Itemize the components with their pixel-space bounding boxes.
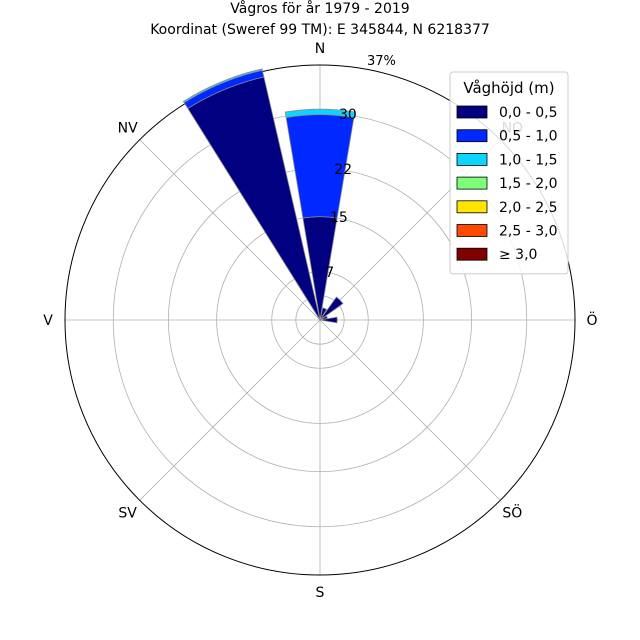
direction-label: S (316, 585, 325, 601)
legend: Våghöjd (m) 0,0 - 0,5 0,5 - 1,0 1,0 - 1,5 1,… (449, 71, 569, 275)
legend-title: Våghöjd (m) (463, 79, 554, 97)
legend-entry: 2,5 - 3,0 (499, 224, 557, 240)
chart-subtitle: Koordinat (Sweref 99 TM): E 345844, N 62… (150, 22, 490, 38)
grid-spoke (319, 319, 501, 501)
direction-label: SÖ (502, 503, 522, 521)
legend-swatch (456, 105, 488, 119)
grid-spoke (139, 139, 321, 321)
direction-label: V (43, 313, 53, 329)
legend-entry: 0,0 - 0,5 (499, 105, 557, 121)
legend-entry: ≥ 3,0 (499, 247, 537, 263)
legend-box (449, 71, 569, 275)
direction-label: NV (118, 121, 138, 137)
outer-frame (64, 64, 576, 576)
legend-entry: 2,0 - 2,5 (499, 200, 557, 216)
legend-swatch (456, 200, 488, 214)
legend-swatch (456, 129, 488, 143)
direction-label: N (315, 41, 325, 57)
direction-label: Ö (586, 311, 597, 329)
radial-tick-label: 22 (334, 162, 352, 178)
direction-label: SV (118, 505, 137, 521)
radial-tick-label: 7 (325, 265, 334, 281)
bar-segment (319, 296, 344, 321)
bar-segment (284, 108, 356, 118)
legend-swatch (456, 176, 488, 190)
legend-entry: 1,5 - 2,0 (499, 176, 557, 192)
grid-spoke (139, 319, 321, 501)
bar-segment (182, 68, 263, 104)
radial-max-label: 37% (367, 54, 396, 69)
legend-swatch (456, 224, 488, 237)
bar-segment (319, 316, 338, 324)
legend-swatch (456, 247, 488, 261)
radial-tick-label: 15 (330, 210, 348, 226)
legend-entry: 0,5 - 1,0 (499, 129, 557, 145)
radial-tick-label: 30 (339, 107, 357, 123)
legend-swatch (456, 152, 488, 166)
chart-title: Vågros för år 1979 - 2019 (230, 0, 409, 17)
bar-segment (319, 315, 328, 321)
legend-entry: 1,0 - 1,5 (499, 152, 557, 168)
bar-segment (319, 307, 328, 321)
bar-layer (182, 68, 356, 324)
